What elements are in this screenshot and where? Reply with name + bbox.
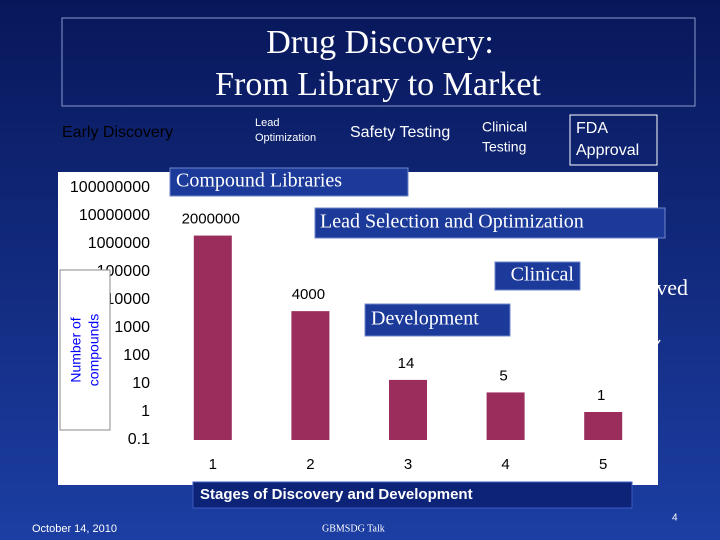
stage-label: FDA bbox=[576, 120, 608, 137]
title: Drug Discovery: bbox=[266, 24, 494, 61]
annotation: Clinical bbox=[511, 264, 575, 286]
y-tick-label: 10 bbox=[132, 375, 150, 392]
arrow-head bbox=[517, 345, 526, 360]
arrow-head bbox=[268, 241, 280, 255]
stage-label: Approval bbox=[576, 142, 639, 159]
y-tick-label: 100000000 bbox=[70, 179, 150, 196]
arrow bbox=[631, 339, 661, 383]
annotation: Lead Selection and Optimization bbox=[320, 211, 584, 233]
y-tick-label: 1000000 bbox=[88, 235, 150, 252]
y-label-box bbox=[59, 269, 111, 431]
arrow-head bbox=[629, 373, 639, 387]
arrow bbox=[369, 241, 401, 268]
stage-label: Safety Testing bbox=[350, 124, 450, 141]
stage-label: Lead bbox=[255, 117, 279, 129]
arrow-head bbox=[365, 259, 378, 272]
bar bbox=[291, 311, 330, 440]
annotation-box bbox=[494, 261, 581, 291]
arrow bbox=[271, 199, 306, 251]
data-label: 1 bbox=[597, 387, 605, 404]
page-number: 4 bbox=[672, 513, 678, 524]
y-tick-label: 10000000 bbox=[79, 207, 150, 224]
annotation: Approved bbox=[600, 275, 688, 300]
title-box bbox=[61, 17, 696, 107]
x-tick-label: 5 bbox=[599, 456, 607, 473]
x-tick-label: 1 bbox=[209, 456, 217, 473]
y-tick-label: 1000 bbox=[114, 319, 150, 336]
x-tick-label: 3 bbox=[404, 456, 412, 473]
stage-label: Optimization bbox=[255, 132, 316, 144]
annotation-box bbox=[169, 167, 409, 197]
x-axis-label: Stages of Discovery and Development bbox=[200, 486, 473, 503]
annotation-box bbox=[314, 207, 666, 239]
data-label: 2000000 bbox=[182, 211, 240, 228]
data-label: 5 bbox=[499, 367, 507, 384]
stage-label: Testing bbox=[482, 139, 526, 155]
annotation-box bbox=[364, 303, 511, 337]
y-tick-label: 0.1 bbox=[128, 431, 150, 448]
fda-box bbox=[569, 114, 658, 166]
y-tick-label: 1 bbox=[141, 403, 150, 420]
y-axis-label: compounds bbox=[86, 314, 102, 386]
stage-label: Early Discovery bbox=[62, 124, 173, 141]
y-tick-label: 10000 bbox=[106, 291, 151, 308]
footer-date: October 14, 2010 bbox=[32, 523, 117, 535]
bar bbox=[486, 392, 525, 440]
y-tick-label: 100 bbox=[123, 347, 150, 364]
bar bbox=[193, 235, 232, 440]
stage-label: Clinical bbox=[482, 119, 527, 135]
bar bbox=[389, 379, 427, 440]
data-label: 14 bbox=[398, 355, 415, 372]
title: From Library to Market bbox=[215, 66, 541, 103]
arrows bbox=[268, 199, 661, 387]
data-label: 4000 bbox=[292, 286, 325, 303]
annotation: Compound Libraries bbox=[176, 170, 342, 192]
footer-talk: GBMSDG Talk bbox=[322, 523, 385, 534]
annotation: Drug bbox=[598, 304, 643, 329]
bar bbox=[584, 412, 623, 440]
x-label-box bbox=[192, 481, 633, 509]
x-tick-label: 4 bbox=[501, 456, 509, 473]
y-axis-label: Number of bbox=[68, 317, 84, 382]
plot: 0.11101001000100001000001000000100000001… bbox=[70, 179, 623, 473]
annotation: Development bbox=[371, 308, 479, 330]
x-tick-label: 2 bbox=[306, 456, 314, 473]
arrow bbox=[520, 299, 546, 355]
